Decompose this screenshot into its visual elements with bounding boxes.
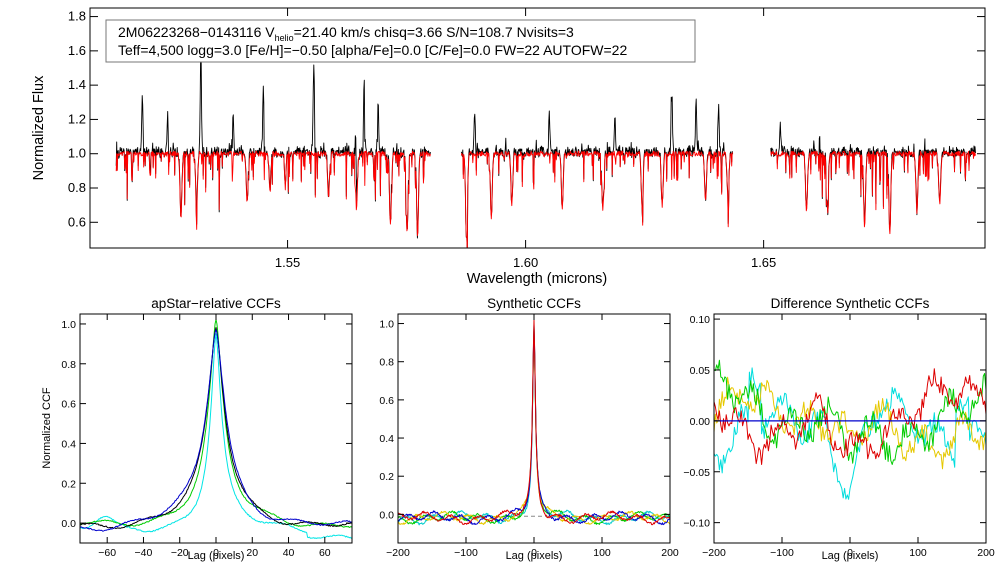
axes-frame-2	[397, 313, 671, 544]
y-tick-label: 0.05	[690, 365, 711, 377]
y-tick-label: 0.4	[379, 433, 394, 445]
annotation-stats: =21.40 km/s chisq=3.66 S/N=108.7 Nvisits…	[294, 24, 574, 40]
axes-frame-1	[79, 313, 353, 544]
ccf-line-blue	[80, 329, 352, 532]
x-tick-label: −40	[135, 547, 153, 559]
ccf-line-black	[80, 327, 352, 529]
difference-ccf-line-cyan	[714, 367, 986, 500]
x-tick-label: 200	[661, 547, 679, 559]
y-tick-label: 0.0	[61, 518, 76, 530]
y-tick-label: 1.6	[68, 43, 86, 58]
x-tick-label: 20	[246, 547, 258, 559]
annotation-line-2: Teff=4,500 logg=3.0 [Fe/H]=−0.50 [alpha/…	[118, 42, 627, 58]
spectrum-observed-chip-2	[460, 96, 734, 248]
y-tick-label: 0.0	[379, 509, 394, 521]
x-axis-label-apstar: Lag (pixels)	[188, 550, 245, 562]
x-tick-label: 1.55	[275, 255, 300, 270]
x-tick-label: −200	[386, 547, 410, 559]
panel-title-synthetic: Synthetic CCFs	[487, 296, 581, 311]
difference-ccf-line-green	[714, 359, 986, 465]
x-tick-label: −100	[770, 547, 794, 559]
plot-area-3	[714, 359, 986, 500]
x-tick-label: 1.60	[513, 255, 538, 270]
y-axis-label-apstar: Normalized CCF	[41, 387, 53, 469]
x-tick-label: −200	[702, 547, 726, 559]
y-tick-label: 1.8	[68, 9, 86, 24]
plot-area-1	[80, 319, 352, 539]
y-tick-label: 0.00	[690, 416, 711, 428]
panel-title-difference: Difference Synthetic CCFs	[771, 296, 930, 311]
x-tick-label: 1.65	[751, 255, 776, 270]
annotation-box	[105, 19, 696, 63]
x-axis-label-difference: Lag (pixels)	[822, 550, 879, 562]
x-axis-label: Wavelength (microns)	[467, 271, 607, 287]
synthetic-ccf-line-green	[398, 325, 670, 525]
plot-area-2	[398, 319, 670, 526]
y-tick-label: 0.6	[379, 395, 394, 407]
difference-ccf-line-red	[714, 368, 986, 465]
annotation-vhelio-subscript: helio	[275, 33, 294, 43]
y-tick-label: 0.8	[379, 357, 394, 369]
y-tick-label: −0.05	[683, 467, 710, 479]
ccf-line-green	[80, 319, 352, 528]
y-tick-label: 1.0	[68, 146, 86, 161]
x-tick-label: 0	[531, 547, 537, 559]
x-tick-label: 100	[909, 547, 927, 559]
y-tick-label: 0.6	[61, 399, 76, 411]
x-tick-label: 60	[319, 547, 331, 559]
x-tick-label: 100	[593, 547, 611, 559]
x-tick-label: 0	[213, 547, 219, 559]
axes-frame-0	[89, 7, 986, 249]
axes-frame-3	[713, 313, 987, 544]
spectrum-model-chip-3	[770, 150, 976, 235]
y-tick-label: 0.8	[61, 359, 76, 371]
x-tick-label: 200	[977, 547, 995, 559]
annotation-star-id: 2M06223268−0143116 V	[118, 24, 275, 40]
x-tick-label: 40	[283, 547, 295, 559]
y-tick-label: 1.0	[379, 319, 394, 331]
synthetic-ccf-line-blue	[398, 323, 670, 526]
x-axis-label-synthetic: Lag (pixels)	[506, 550, 563, 562]
spectrum-observed-chip-1	[115, 45, 431, 239]
y-tick-label: 0.8	[68, 180, 86, 195]
y-tick-label: 0.10	[690, 314, 711, 326]
y-tick-label: 0.2	[61, 478, 76, 490]
y-axis-label: Normalized Flux	[31, 75, 47, 180]
y-tick-label: 1.2	[68, 111, 86, 126]
annotation-line-1: 2M06223268−0143116 Vhelio=21.40 km/s chi…	[118, 24, 574, 43]
y-tick-label: 1.0	[61, 319, 76, 331]
spectrum-model-chip-1	[115, 150, 431, 237]
x-tick-label: −100	[454, 547, 478, 559]
spectrum-model-chip-2	[460, 150, 734, 248]
ccf-line-cyan	[80, 333, 352, 539]
panel-title-apstar: apStar−relative CCFs	[151, 296, 281, 311]
y-tick-label: 0.4	[61, 438, 76, 450]
synthetic-ccf-line-cyan	[398, 328, 670, 526]
x-tick-label: −60	[98, 547, 116, 559]
x-tick-label: −20	[171, 547, 189, 559]
synthetic-ccf-line-yellow	[398, 328, 670, 525]
y-tick-label: −0.10	[683, 518, 710, 530]
y-tick-label: 0.6	[68, 214, 86, 229]
y-tick-label: 0.2	[379, 471, 394, 483]
plot-area-0	[115, 45, 976, 248]
y-tick-label: 1.4	[68, 77, 86, 92]
spectrum-observed-chip-3	[770, 121, 976, 231]
x-tick-label: 0	[847, 547, 853, 559]
